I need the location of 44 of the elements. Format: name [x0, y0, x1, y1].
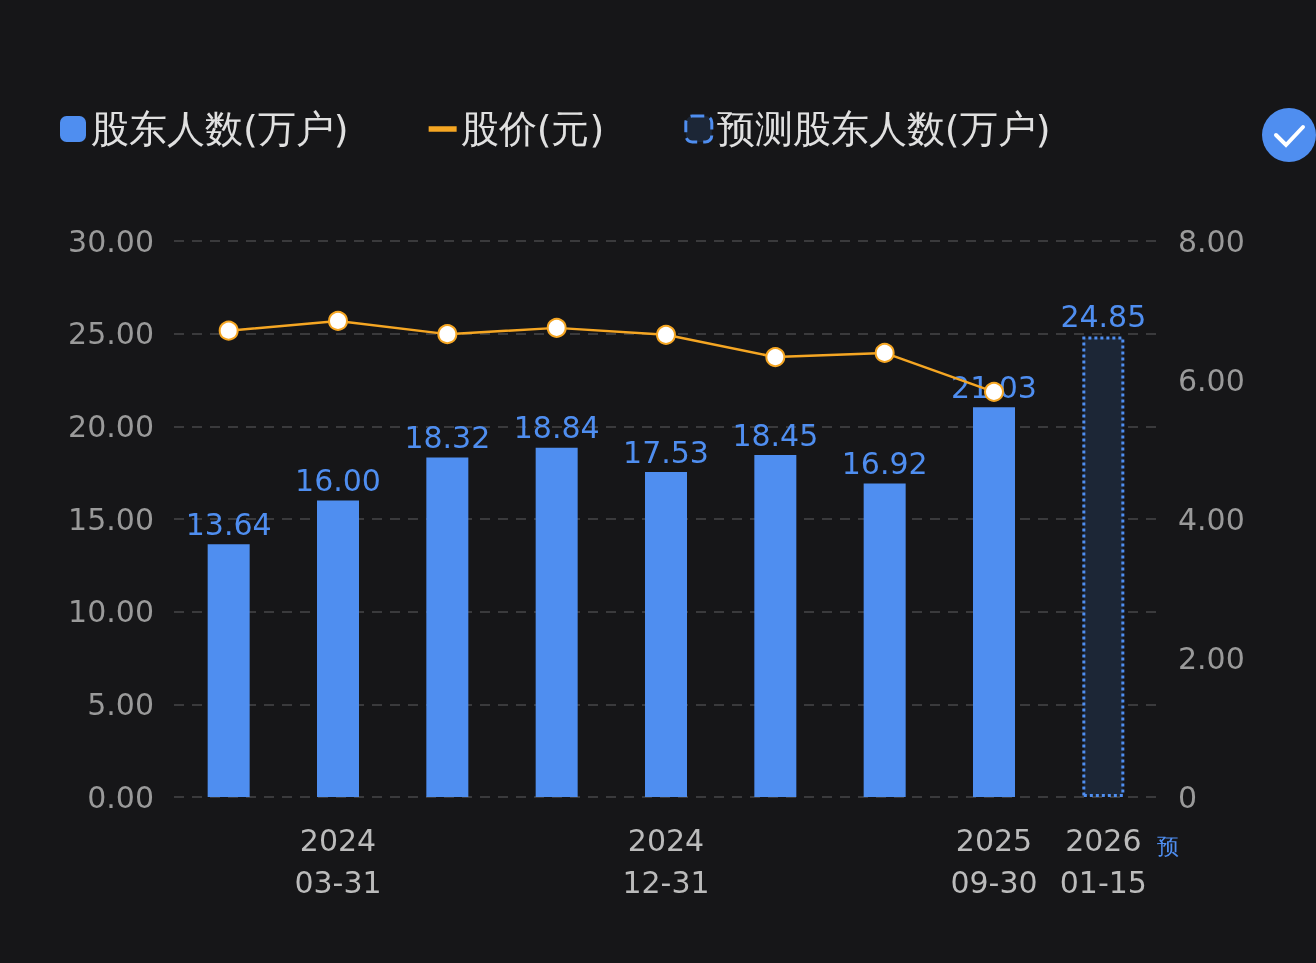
point [328, 310, 348, 331]
data-label: 16.92 [841, 445, 928, 481]
point [765, 347, 786, 368]
y2-tick-label: 2.00 [1178, 640, 1245, 676]
bar [863, 483, 906, 797]
y2-tick-label: 4.00 [1178, 501, 1245, 537]
data-label: 18.84 [513, 410, 600, 446]
x-tick-label: 2024 12-31 [622, 822, 710, 900]
x-tick-label: 2025 09-30 [950, 822, 1038, 900]
point [874, 342, 895, 363]
y-tick-label: 5.00 [87, 686, 154, 722]
bar [973, 407, 1015, 797]
point [437, 324, 458, 345]
y2-tick-label: 8.00 [1178, 223, 1245, 259]
bar [317, 500, 359, 797]
data-label: 18.32 [404, 419, 491, 455]
data-label: 16.00 [295, 462, 381, 498]
bar [645, 472, 687, 797]
point [546, 317, 567, 338]
y-tick-label: 25.00 [68, 316, 154, 352]
y-tick-label: 30.00 [68, 223, 154, 259]
y-tick-label: 0.00 [87, 779, 154, 815]
point [218, 320, 239, 341]
x-tick-label: 2026 01-15 [1059, 822, 1147, 900]
legend-label: 股东人数(万户) [91, 107, 349, 151]
bar [754, 455, 797, 797]
y-tick-label: 20.00 [68, 408, 154, 444]
legend-label: 股价(元) [460, 107, 605, 151]
bar [1082, 336, 1125, 797]
data-label: 18.45 [732, 417, 819, 453]
bar [207, 544, 250, 797]
text: 预 [1157, 833, 1179, 859]
bar [535, 447, 578, 797]
y2-tick-label: 0 [1178, 779, 1198, 815]
data-label: 13.64 [185, 506, 272, 542]
y2-tick-label: 6.00 [1178, 362, 1245, 398]
legend-label: 预测股东人数(万户) [716, 107, 1051, 151]
data-label: 17.53 [623, 434, 709, 470]
bar [426, 457, 469, 797]
x-tick-label: 2024 03-31 [294, 822, 382, 900]
point [656, 324, 676, 345]
y-tick-label: 15.00 [68, 501, 154, 537]
data-label: 24.85 [1060, 298, 1147, 334]
y-tick-label: 10.00 [68, 594, 154, 630]
